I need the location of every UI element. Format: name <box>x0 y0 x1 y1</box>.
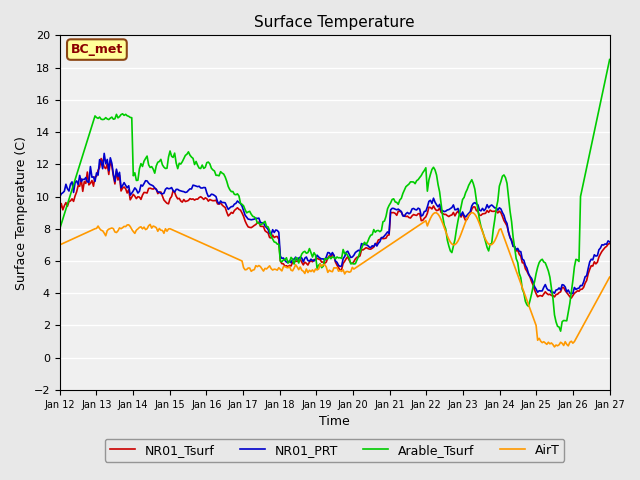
NR01_Tsurf <box>221 204 229 210</box>
NR01_PRT <box>249 216 257 222</box>
NR01_Tsurf <box>568 295 575 301</box>
AirT <box>578 324 586 330</box>
Legend: NR01_Tsurf, NR01_PRT, Arable_Tsurf, AirT: NR01_Tsurf, NR01_PRT, Arable_Tsurf, AirT <box>105 439 564 462</box>
NR01_PRT <box>578 283 586 288</box>
NR01_PRT <box>240 208 248 214</box>
Arable_Tsurf <box>220 171 227 177</box>
AirT <box>220 250 227 256</box>
Arable_Tsurf <box>248 211 255 217</box>
NR01_Tsurf <box>56 207 63 213</box>
Arable_Tsurf <box>557 328 564 334</box>
NR01_Tsurf <box>125 187 132 192</box>
NR01_Tsurf <box>97 156 105 161</box>
Arable_Tsurf <box>606 57 614 62</box>
AirT <box>606 274 614 280</box>
NR01_PRT <box>298 255 306 261</box>
AirT <box>56 242 63 248</box>
Title: Surface Temperature: Surface Temperature <box>254 15 415 30</box>
AirT <box>238 258 246 264</box>
NR01_Tsurf <box>249 224 257 229</box>
Line: Arable_Tsurf: Arable_Tsurf <box>60 60 610 331</box>
Y-axis label: Surface Temperature (C): Surface Temperature (C) <box>15 136 28 289</box>
NR01_PRT <box>606 239 614 245</box>
Line: AirT: AirT <box>60 213 610 347</box>
Line: NR01_PRT: NR01_PRT <box>60 154 610 294</box>
NR01_Tsurf <box>606 240 614 246</box>
Arable_Tsurf <box>56 226 63 232</box>
Text: BC_met: BC_met <box>71 43 123 56</box>
Arable_Tsurf <box>238 202 246 207</box>
NR01_Tsurf <box>298 259 306 265</box>
NR01_PRT <box>568 291 575 297</box>
NR01_PRT <box>56 194 63 200</box>
NR01_PRT <box>221 200 229 205</box>
NR01_PRT <box>125 183 132 189</box>
Line: NR01_Tsurf: NR01_Tsurf <box>60 158 610 298</box>
NR01_PRT <box>100 151 108 156</box>
Arable_Tsurf <box>124 113 131 119</box>
Arable_Tsurf <box>577 193 584 199</box>
AirT <box>296 264 304 270</box>
AirT <box>248 268 255 274</box>
NR01_Tsurf <box>578 287 586 292</box>
X-axis label: Time: Time <box>319 415 350 428</box>
AirT <box>468 210 476 216</box>
NR01_Tsurf <box>240 214 248 219</box>
AirT <box>124 222 131 228</box>
Arable_Tsurf <box>296 255 304 261</box>
AirT <box>550 344 558 350</box>
